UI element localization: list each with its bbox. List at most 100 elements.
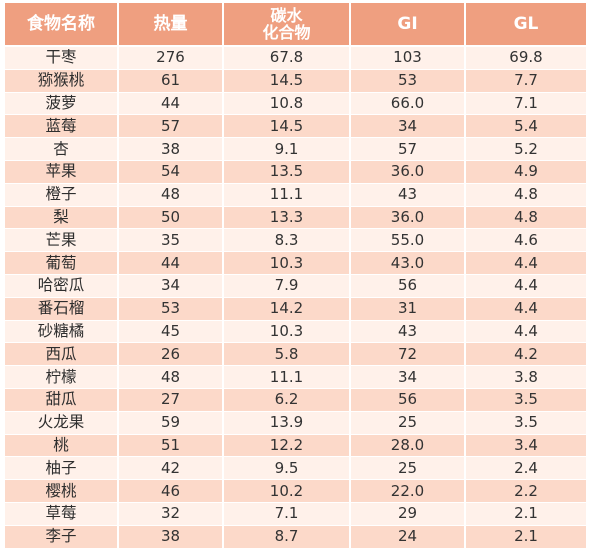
cell-gl: 5.2 — [466, 138, 586, 161]
cell-food-name: 火龙果 — [5, 411, 117, 435]
cell-gi: 103 — [351, 47, 464, 70]
fruit-nutrition-sheet: 食物名称 热量 碳水 化合物 GI GL 干枣 276 67.8 103 69.8 猕猴桃… — [3, 3, 586, 549]
cell-gi: 53 — [351, 69, 464, 93]
cell-calories: 35 — [119, 229, 222, 253]
table-row: 橙子 48 11.1 43 4.8 — [5, 183, 586, 207]
cell-gl: 3.5 — [466, 388, 586, 412]
cell-gi: 43.0 — [351, 252, 464, 275]
cell-gl: 2.4 — [466, 457, 586, 481]
cell-gl: 4.4 — [466, 252, 586, 275]
cell-carbohydrates: 10.3 — [224, 320, 349, 344]
table-row: 樱桃 46 10.2 22.0 2.2 — [5, 480, 586, 503]
cell-gl: 4.4 — [466, 320, 586, 344]
cell-food-name: 葡萄 — [5, 252, 117, 275]
cell-food-name: 柚子 — [5, 457, 117, 481]
cell-carbohydrates: 7.9 — [224, 274, 349, 298]
fruit-nutrition-table: 食物名称 热量 碳水 化合物 GI GL 干枣 276 67.8 103 69.8 猕猴桃… — [3, 3, 588, 549]
cell-food-name: 橙子 — [5, 183, 117, 207]
table-row: 柚子 42 9.5 25 2.4 — [5, 457, 586, 481]
cell-calories: 50 — [119, 206, 222, 230]
cell-food-name: 蓝莓 — [5, 115, 117, 139]
cell-gl: 69.8 — [466, 47, 586, 70]
cell-gl: 4.8 — [466, 183, 586, 207]
cell-gi: 34 — [351, 115, 464, 139]
cell-calories: 32 — [119, 502, 222, 526]
cell-food-name: 砂糖橘 — [5, 320, 117, 344]
cell-calories: 51 — [119, 434, 222, 458]
cell-carbohydrates: 14.2 — [224, 297, 349, 321]
table-row: 砂糖橘 45 10.3 43 4.4 — [5, 320, 586, 344]
header-carbohydrates-line1: 碳水 — [270, 6, 303, 25]
table-body: 干枣 276 67.8 103 69.8 猕猴桃 61 14.5 53 7.7 菠萝 44 10.8 66… — [5, 47, 586, 549]
cell-gi: 56 — [351, 388, 464, 412]
table-row: 番石榴 53 14.2 31 4.4 — [5, 297, 586, 321]
cell-gi: 22.0 — [351, 480, 464, 503]
table-row: 甜瓜 27 6.2 56 3.5 — [5, 388, 586, 412]
cell-food-name: 干枣 — [5, 47, 117, 70]
cell-carbohydrates: 5.8 — [224, 343, 349, 367]
cell-calories: 53 — [119, 297, 222, 321]
cell-calories: 59 — [119, 411, 222, 435]
table-row: 西瓜 26 5.8 72 4.2 — [5, 343, 586, 367]
table-row: 蓝莓 57 14.5 34 5.4 — [5, 115, 586, 139]
cell-gi: 28.0 — [351, 434, 464, 458]
cell-food-name: 芒果 — [5, 229, 117, 253]
cell-carbohydrates: 10.8 — [224, 92, 349, 116]
header-carbohydrates: 碳水 化合物 — [224, 3, 349, 47]
cell-gl: 7.7 — [466, 69, 586, 93]
cell-food-name: 哈密瓜 — [5, 274, 117, 298]
cell-gl: 3.5 — [466, 411, 586, 435]
cell-gl: 4.4 — [466, 297, 586, 321]
cell-gi: 36.0 — [351, 206, 464, 230]
cell-food-name: 梨 — [5, 206, 117, 230]
cell-food-name: 菠萝 — [5, 92, 117, 116]
table-row: 葡萄 44 10.3 43.0 4.4 — [5, 252, 586, 275]
cell-gl: 2.2 — [466, 480, 586, 503]
cell-carbohydrates: 13.5 — [224, 160, 349, 184]
table-row: 芒果 35 8.3 55.0 4.6 — [5, 229, 586, 253]
cell-calories: 48 — [119, 366, 222, 389]
cell-carbohydrates: 7.1 — [224, 502, 349, 526]
cell-gl: 4.2 — [466, 343, 586, 367]
cell-carbohydrates: 11.1 — [224, 183, 349, 207]
cell-calories: 276 — [119, 47, 222, 70]
cell-food-name: 柠檬 — [5, 366, 117, 389]
header-calories: 热量 — [119, 3, 222, 47]
table-row: 李子 38 8.7 24 2.1 — [5, 525, 586, 549]
cell-calories: 48 — [119, 183, 222, 207]
cell-gl: 4.4 — [466, 274, 586, 298]
cell-calories: 57 — [119, 115, 222, 139]
cell-calories: 38 — [119, 525, 222, 549]
table-row: 桃 51 12.2 28.0 3.4 — [5, 434, 586, 458]
cell-gi: 29 — [351, 502, 464, 526]
table-row: 梨 50 13.3 36.0 4.8 — [5, 206, 586, 230]
header-food-name: 食物名称 — [5, 3, 117, 47]
cell-carbohydrates: 14.5 — [224, 115, 349, 139]
cell-carbohydrates: 10.2 — [224, 480, 349, 503]
table-row: 猕猴桃 61 14.5 53 7.7 — [5, 69, 586, 93]
header-carbohydrates-line2: 化合物 — [262, 23, 311, 42]
cell-food-name: 李子 — [5, 525, 117, 549]
cell-calories: 54 — [119, 160, 222, 184]
cell-calories: 34 — [119, 274, 222, 298]
cell-carbohydrates: 13.9 — [224, 411, 349, 435]
cell-food-name: 番石榴 — [5, 297, 117, 321]
table-row: 菠萝 44 10.8 66.0 7.1 — [5, 92, 586, 116]
cell-food-name: 猕猴桃 — [5, 69, 117, 93]
cell-calories: 44 — [119, 92, 222, 116]
cell-food-name: 甜瓜 — [5, 388, 117, 412]
cell-gi: 66.0 — [351, 92, 464, 116]
cell-carbohydrates: 11.1 — [224, 366, 349, 389]
cell-calories: 38 — [119, 138, 222, 161]
cell-gl: 3.4 — [466, 434, 586, 458]
cell-carbohydrates: 9.1 — [224, 138, 349, 161]
table-row: 苹果 54 13.5 36.0 4.9 — [5, 160, 586, 184]
cell-carbohydrates: 10.3 — [224, 252, 349, 275]
cell-gl: 5.4 — [466, 115, 586, 139]
cell-calories: 45 — [119, 320, 222, 344]
cell-gi: 25 — [351, 411, 464, 435]
cell-gi: 72 — [351, 343, 464, 367]
cell-calories: 27 — [119, 388, 222, 412]
cell-gl: 2.1 — [466, 525, 586, 549]
cell-gl: 2.1 — [466, 502, 586, 526]
